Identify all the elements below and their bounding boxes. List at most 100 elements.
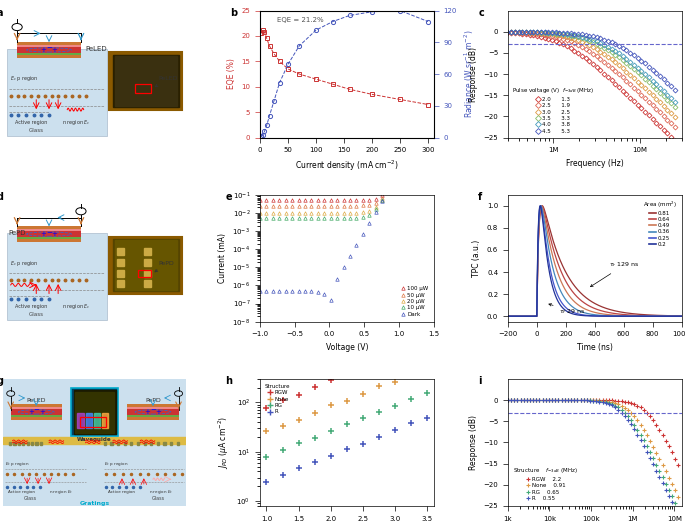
Dark <box>372 209 380 215</box>
20 μW <box>327 210 335 216</box>
R <box>327 453 335 460</box>
Text: EQE = 21.2%: EQE = 21.2% <box>277 17 323 23</box>
RG <box>278 447 286 453</box>
Bar <box>127 409 179 415</box>
Bar <box>137 442 139 445</box>
Text: +: + <box>51 231 58 237</box>
Bar <box>3 437 186 444</box>
10 μW <box>288 215 297 221</box>
Y-axis label: Response (dB): Response (dB) <box>469 46 477 102</box>
Bar <box>17 45 81 47</box>
Dark <box>359 231 367 237</box>
10 μW <box>365 212 373 218</box>
None <box>391 379 399 385</box>
100 μW <box>384 185 393 191</box>
Bar <box>113 239 179 291</box>
Dark <box>269 288 277 294</box>
100 μW <box>352 197 360 203</box>
Y-axis label: TPC (a.u.): TPC (a.u.) <box>473 240 482 277</box>
50 μW <box>275 202 284 209</box>
10 μW <box>308 215 316 221</box>
RGW <box>295 392 303 398</box>
Dark <box>416 170 425 176</box>
10 μW <box>404 170 412 176</box>
Bar <box>102 443 186 504</box>
50 μW <box>269 202 277 209</box>
None <box>359 391 367 397</box>
RG <box>310 435 319 442</box>
20 μW <box>320 210 328 216</box>
50 μW <box>314 202 322 209</box>
RG <box>375 408 383 415</box>
Bar <box>117 442 119 445</box>
10 μW <box>346 215 354 221</box>
100 μW <box>359 197 367 203</box>
Dark <box>391 176 399 182</box>
Y-axis label: Response (dB): Response (dB) <box>469 415 477 470</box>
50 μW <box>416 169 425 175</box>
None <box>262 428 271 435</box>
Line: 100 μW: 100 μW <box>258 171 436 202</box>
Bar <box>127 415 179 417</box>
Bar <box>127 417 179 419</box>
Bar <box>150 442 152 445</box>
Text: $E_c$ p region: $E_c$ p region <box>10 259 38 268</box>
50 μW <box>256 202 264 209</box>
100 μW <box>416 169 425 175</box>
50 μW <box>397 169 406 175</box>
50 μW <box>359 202 367 209</box>
Dark <box>282 288 290 294</box>
Dark <box>429 170 438 176</box>
50 μW <box>282 202 290 209</box>
Line: 20 μW: 20 μW <box>258 171 436 214</box>
Text: PeLED: PeLED <box>155 76 178 87</box>
Bar <box>94 413 100 428</box>
Text: +: + <box>155 409 162 415</box>
10 μW <box>416 170 425 176</box>
Dark <box>404 170 412 176</box>
Dark <box>308 288 316 294</box>
RGW <box>278 397 286 403</box>
RGW <box>262 405 271 412</box>
50 μW <box>288 202 297 209</box>
10 μW <box>314 215 322 221</box>
Bar <box>116 248 124 255</box>
100 μW <box>410 169 419 175</box>
Text: −: − <box>46 230 52 236</box>
Bar <box>22 442 25 445</box>
20 μW <box>288 210 297 216</box>
RG <box>295 440 303 446</box>
100 μW <box>314 197 322 203</box>
Bar <box>113 55 179 107</box>
20 μW <box>372 204 380 210</box>
100 μW <box>404 169 412 175</box>
Text: $E_c$ p region: $E_c$ p region <box>10 74 38 83</box>
Bar <box>170 442 172 445</box>
Line: Dark: Dark <box>258 171 436 301</box>
Bar <box>17 47 81 53</box>
RG <box>262 454 271 461</box>
100 μW <box>397 169 406 175</box>
50 μW <box>308 202 316 209</box>
Text: $\tau_f$ 29 ns: $\tau_f$ 29 ns <box>549 304 585 316</box>
Text: PeLED: PeLED <box>86 46 107 52</box>
Text: i: i <box>478 376 482 386</box>
Text: +: + <box>39 409 45 415</box>
100 μW <box>295 197 303 203</box>
Bar <box>11 415 62 417</box>
100 μW <box>372 196 380 202</box>
Bar <box>17 53 81 55</box>
Dark <box>295 288 303 294</box>
Bar <box>74 389 116 434</box>
Bar <box>11 409 62 415</box>
Dark <box>340 264 348 270</box>
Bar <box>116 280 124 287</box>
Bar <box>17 227 81 229</box>
10 μW <box>378 197 386 203</box>
R <box>310 458 319 465</box>
Bar <box>144 259 151 266</box>
Legend: 0.81, 0.64, 0.49, 0.36, 0.25, 0.2: 0.81, 0.64, 0.49, 0.36, 0.25, 0.2 <box>640 198 679 249</box>
Y-axis label: Radiance (W sr$^{-1}$ m$^{-2}$): Radiance (W sr$^{-1}$ m$^{-2}$) <box>462 30 476 118</box>
Bar <box>116 270 124 277</box>
50 μW <box>301 202 309 209</box>
